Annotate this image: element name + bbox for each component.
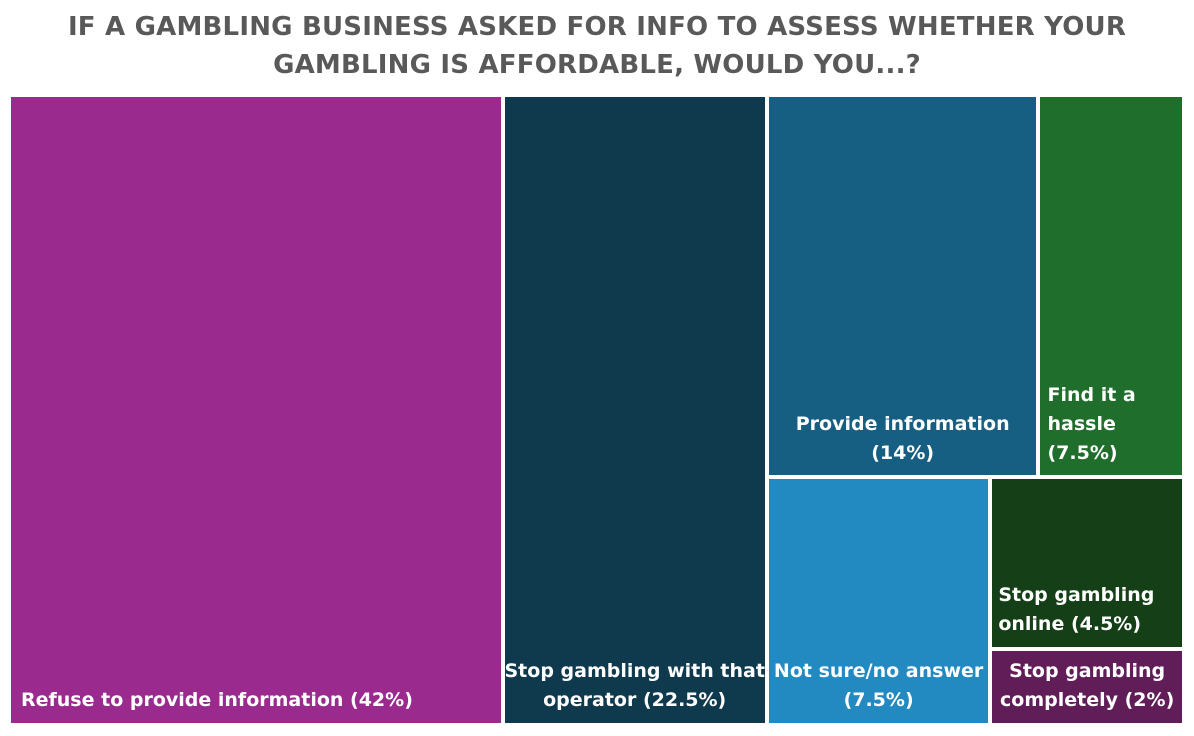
treemap-label: Stop gambling completely (2%): [992, 657, 1182, 715]
chart-title-line-2: GAMBLING IS AFFORDABLE, WOULD YOU...?: [273, 50, 921, 80]
treemap-label-line: (7.5%): [843, 688, 914, 711]
treemap-label: Provide information (14%): [769, 410, 1037, 468]
chart-title-line-1: IF A GAMBLING BUSINESS ASKED FOR INFO TO…: [67, 12, 1127, 42]
chart-title: IF A GAMBLING BUSINESS ASKED FOR INFO TO…: [0, 8, 1194, 84]
treemap-label-line: Stop gambling: [1009, 659, 1166, 682]
treemap-label-line: completely (2%): [1000, 688, 1175, 711]
treemap-cell-refuse-to-provide-information: Refuse to provide information (42%): [9, 95, 503, 725]
treemap-cell-stop-gambling-online: Stop gambling online (4.5%): [990, 476, 1184, 649]
treemap-label: Find it a hassle (7.5%): [1047, 381, 1135, 468]
treemap-cell-not-sure-no-answer: Not sure/no answer (7.5%): [766, 476, 991, 725]
treemap-label-line: Not sure/no answer: [773, 659, 984, 682]
treemap-cell-find-it-a-hassle: Find it a hassle (7.5%): [1038, 95, 1184, 477]
treemap-label-line: Stop gambling with that: [504, 660, 765, 682]
treemap-label: Not sure/no answer (7.5%): [769, 657, 988, 715]
treemap-label-line: hassle: [1047, 412, 1116, 435]
treemap-label: Stop gambling online (4.5%): [998, 581, 1154, 639]
treemap-label-line: (14%): [871, 441, 935, 464]
treemap-cell-stop-gambling-completely: Stop gambling completely (2%): [990, 648, 1184, 725]
treemap-label: Stop gambling with that operator (22.5%): [505, 657, 765, 715]
treemap-label-line: (7.5%): [1047, 441, 1118, 464]
treemap-label-line: Find it a: [1047, 383, 1136, 406]
treemap-label: Refuse to provide information (42%): [21, 686, 413, 715]
treemap-label-line: Stop gambling: [998, 583, 1155, 606]
treemap-label-line: Provide information: [795, 412, 1010, 435]
treemap-label-line: operator (22.5%): [543, 689, 727, 711]
treemap-label-line: Refuse to provide information (42%): [21, 689, 413, 711]
treemap-label-line: online (4.5%): [998, 612, 1142, 635]
treemap-cell-stop-gambling-with-that-operator: Stop gambling with that operator (22.5%): [502, 95, 767, 725]
treemap-cell-provide-information: Provide information (14%): [766, 95, 1039, 477]
